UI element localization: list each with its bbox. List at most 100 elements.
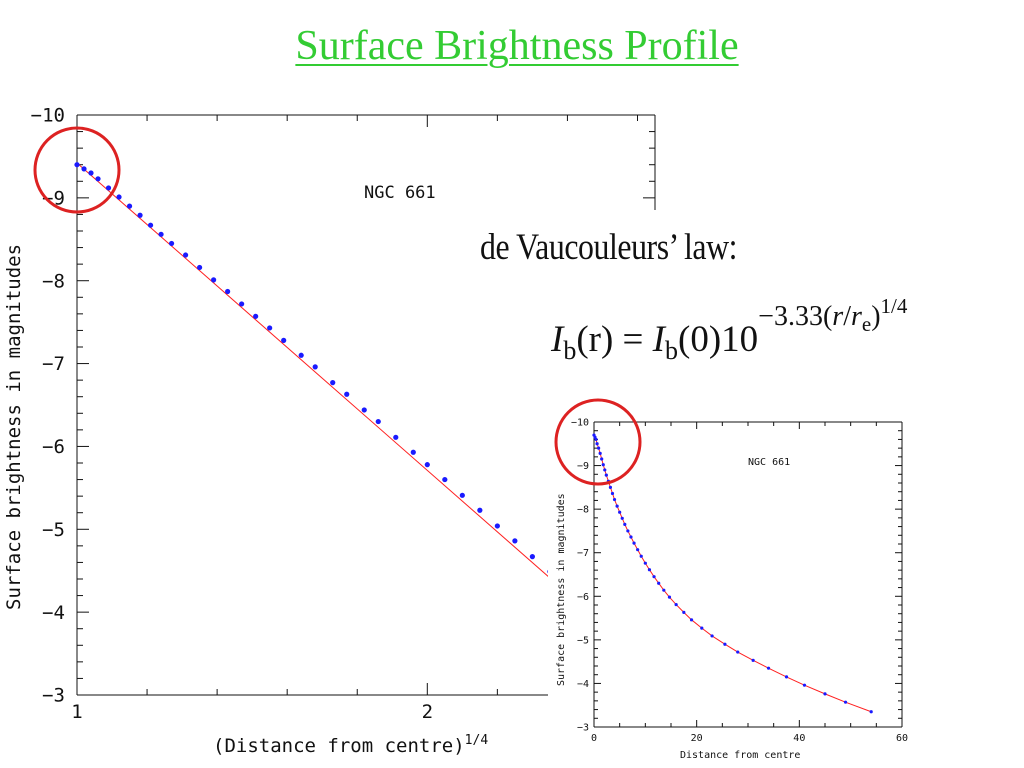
inset-y-tick-label: −4 <box>577 679 589 690</box>
inset-data-point <box>598 451 602 455</box>
inset-data-point <box>652 575 656 579</box>
inset-data-point <box>766 666 771 670</box>
law-formula: Ib(r) = Ib(0)10−3.33(r/re)1/4 <box>551 294 908 365</box>
main-data-point <box>267 325 273 331</box>
main-y-tick-label: −6 <box>42 436 65 458</box>
main-data-point <box>494 523 500 529</box>
main-y-tick-label: −7 <box>42 353 65 375</box>
main-data-point <box>281 337 287 343</box>
inset-data-point <box>623 522 627 526</box>
main-data-point <box>330 380 336 386</box>
main-y-axis-label: Surface brightness in magnitudes <box>3 244 25 610</box>
inset-data-point <box>662 588 666 592</box>
main-data-point <box>182 252 189 258</box>
inset-chart: −10 −9 −8 −7 −6 −5 −4 −30 20 40 60 NGC 661 Distanc… <box>548 395 918 767</box>
main-data-point <box>477 507 483 513</box>
main-data-point <box>137 212 143 218</box>
inset-data-point <box>700 626 704 630</box>
inset-data-point <box>610 491 615 496</box>
inset-data-point <box>674 602 678 607</box>
inset-data-point <box>784 675 789 679</box>
main-data-point <box>81 166 87 172</box>
main-data-point <box>225 288 231 295</box>
inset-data-point <box>667 595 672 599</box>
inset-x-tick-label: 20 <box>691 733 703 744</box>
main-data-point <box>459 492 465 498</box>
inset-data-point <box>639 554 643 558</box>
main-data-point <box>147 222 154 228</box>
main-y-tick-label: −8 <box>42 270 65 292</box>
main-data-point <box>512 538 518 544</box>
inset-data-point <box>647 568 652 572</box>
main-data-point <box>410 449 416 455</box>
inset-data-point <box>869 710 873 714</box>
main-data-point <box>312 364 318 370</box>
main-data-point <box>105 185 112 191</box>
main-x-tick-label: 2 <box>422 701 433 723</box>
main-data-point <box>74 162 80 168</box>
inset-data-point <box>751 658 755 662</box>
main-data-point <box>95 176 101 182</box>
inset-data-point <box>629 535 633 539</box>
inset-annotation: NGC 661 <box>748 457 790 468</box>
main-data-point <box>424 462 430 468</box>
main-y-tick-label: −5 <box>42 519 65 541</box>
inset-data-point <box>603 468 607 472</box>
main-axes: −10 −9 −8 −7 −6 −5 −4 −3 1 2 <box>31 105 656 723</box>
inset-data-point <box>597 446 601 450</box>
inset-data-point <box>682 610 686 615</box>
inset-data-point <box>604 473 608 477</box>
main-data-point <box>158 231 164 237</box>
inset-data-point <box>601 463 605 467</box>
main-y-tick-label: −10 <box>31 105 65 127</box>
inset-axes: −10 −9 −8 −7 −6 −5 −4 −30 20 40 60 <box>571 418 908 745</box>
inset-y-tick-label: −8 <box>577 505 589 516</box>
main-data-point <box>442 476 448 483</box>
main-annotation: NGC 661 <box>364 183 436 203</box>
main-data-point <box>529 554 535 560</box>
inset-data-point <box>689 618 694 622</box>
inset-x-tick-label: 60 <box>896 733 908 744</box>
inset-data-point <box>620 516 624 520</box>
main-data-point <box>211 277 217 283</box>
main-data-point <box>116 194 122 200</box>
law-title: de Vaucouleurs’ law: <box>480 227 738 268</box>
inset-x-tick-label: 40 <box>793 733 805 744</box>
inset-data-point <box>802 683 807 687</box>
main-data-point <box>168 240 175 247</box>
inset-data-point <box>595 442 599 446</box>
main-y-tick-label: −3 <box>42 685 65 707</box>
main-data-point <box>298 352 304 358</box>
main-data-point <box>239 301 245 307</box>
slide-title: Surface Brightness Profile <box>295 23 739 69</box>
inset-data-point <box>612 497 617 502</box>
inset-y-tick-label: −9 <box>577 461 589 472</box>
inset-data-point <box>710 634 714 638</box>
inset-data-point <box>608 485 613 489</box>
main-data-point <box>197 264 203 271</box>
inset-highlight-circle <box>554 398 642 486</box>
inset-data-point <box>632 541 636 545</box>
main-data-point <box>375 418 381 425</box>
inset-data-point <box>643 561 647 565</box>
inset-data-point <box>723 642 727 646</box>
inset-data-point <box>636 548 640 552</box>
main-data-point <box>361 407 367 413</box>
main-data-point <box>126 203 133 209</box>
inset-y-tick-label: −6 <box>577 592 589 603</box>
main-highlight-circle <box>33 126 121 214</box>
inset-y-tick-label: −10 <box>571 418 589 429</box>
inset-data-point <box>736 650 740 654</box>
inset-data-point <box>615 504 619 508</box>
main-data-point <box>253 313 259 319</box>
main-data-point <box>393 434 399 440</box>
inset-y-tick-label: −5 <box>577 635 589 646</box>
main-y-tick-label: −9 <box>42 188 65 210</box>
inset-data-point <box>626 529 630 533</box>
main-x-tick-label: 1 <box>71 701 82 723</box>
inset-data-point <box>600 457 604 461</box>
inset-data-point <box>618 510 622 514</box>
main-x-axis-label: (Distance from centre)1/4 <box>213 733 488 757</box>
inset-x-axis-label: Distance from centre <box>680 750 800 761</box>
inset-y-tick-label: −7 <box>577 548 589 559</box>
